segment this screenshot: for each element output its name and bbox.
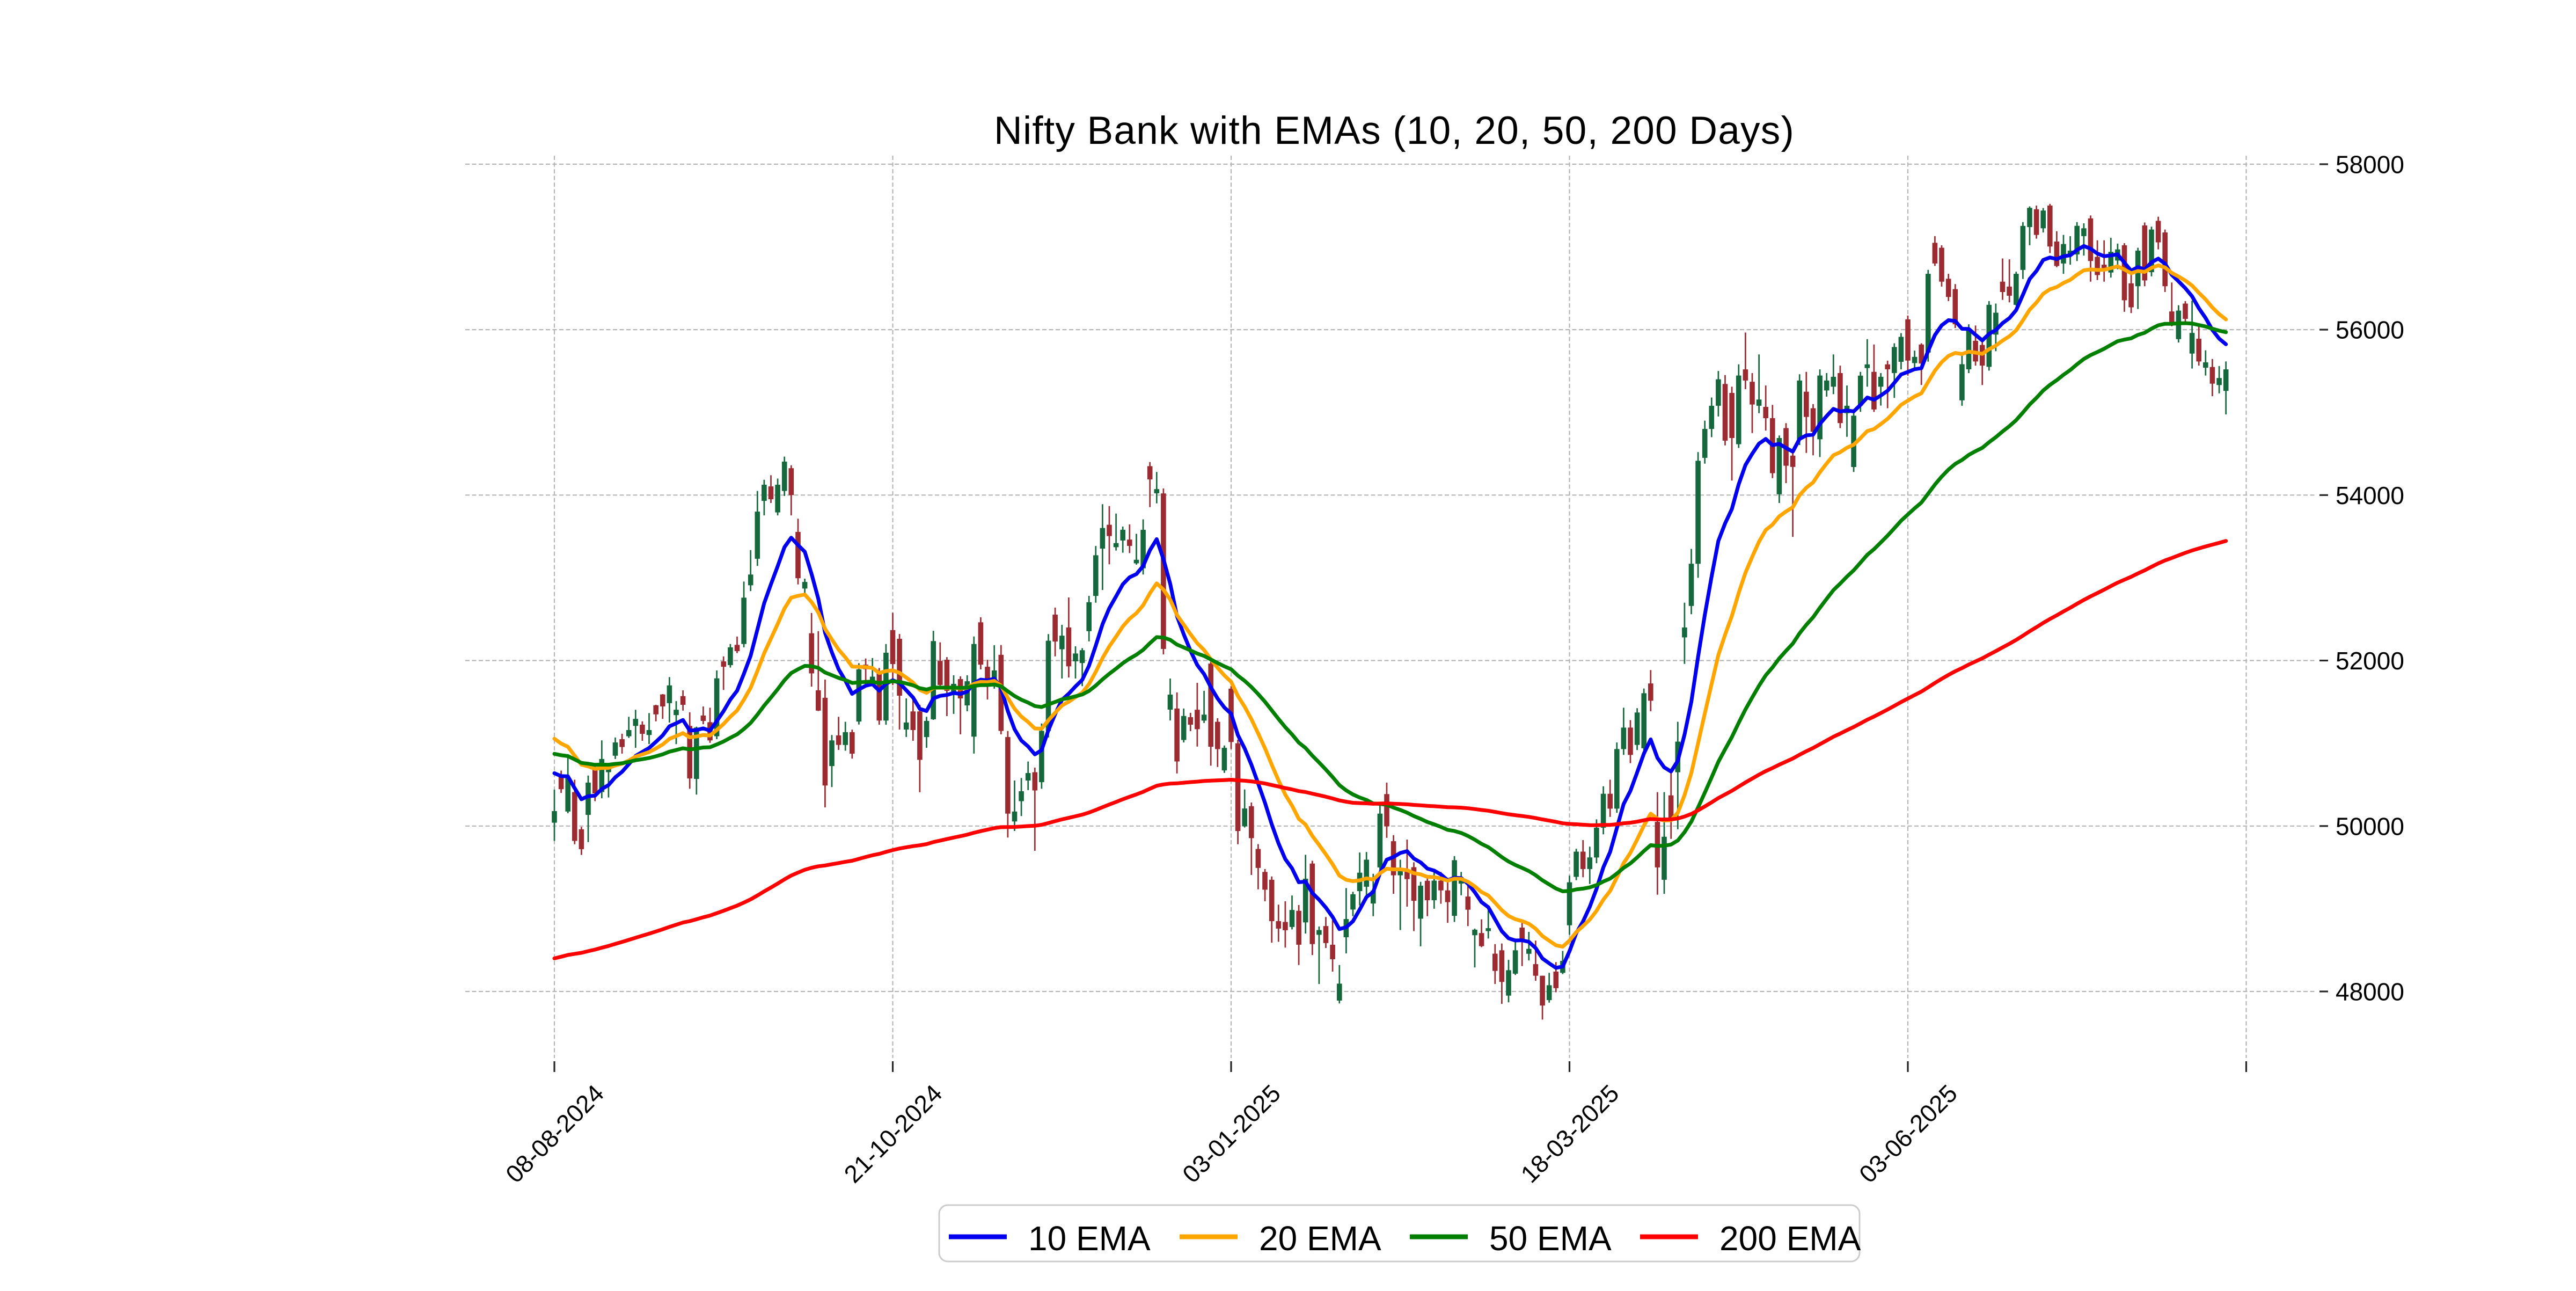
svg-text:54000: 54000 bbox=[2336, 482, 2404, 509]
svg-text:56000: 56000 bbox=[2336, 316, 2404, 344]
svg-text:58000: 58000 bbox=[2336, 150, 2404, 178]
svg-text:52000: 52000 bbox=[2336, 647, 2404, 675]
svg-text:50000: 50000 bbox=[2336, 812, 2404, 840]
svg-text:48000: 48000 bbox=[2336, 978, 2404, 1006]
svg-text:10 EMA: 10 EMA bbox=[1028, 1219, 1151, 1258]
svg-text:200 EMA: 200 EMA bbox=[1719, 1219, 1861, 1258]
svg-text:50 EMA: 50 EMA bbox=[1489, 1219, 1612, 1258]
svg-text:20 EMA: 20 EMA bbox=[1259, 1219, 1381, 1258]
svg-text:Nifty Bank with EMAs (10, 20,: Nifty Bank with EMAs (10, 20, 50, 200 Da… bbox=[994, 109, 1795, 152]
